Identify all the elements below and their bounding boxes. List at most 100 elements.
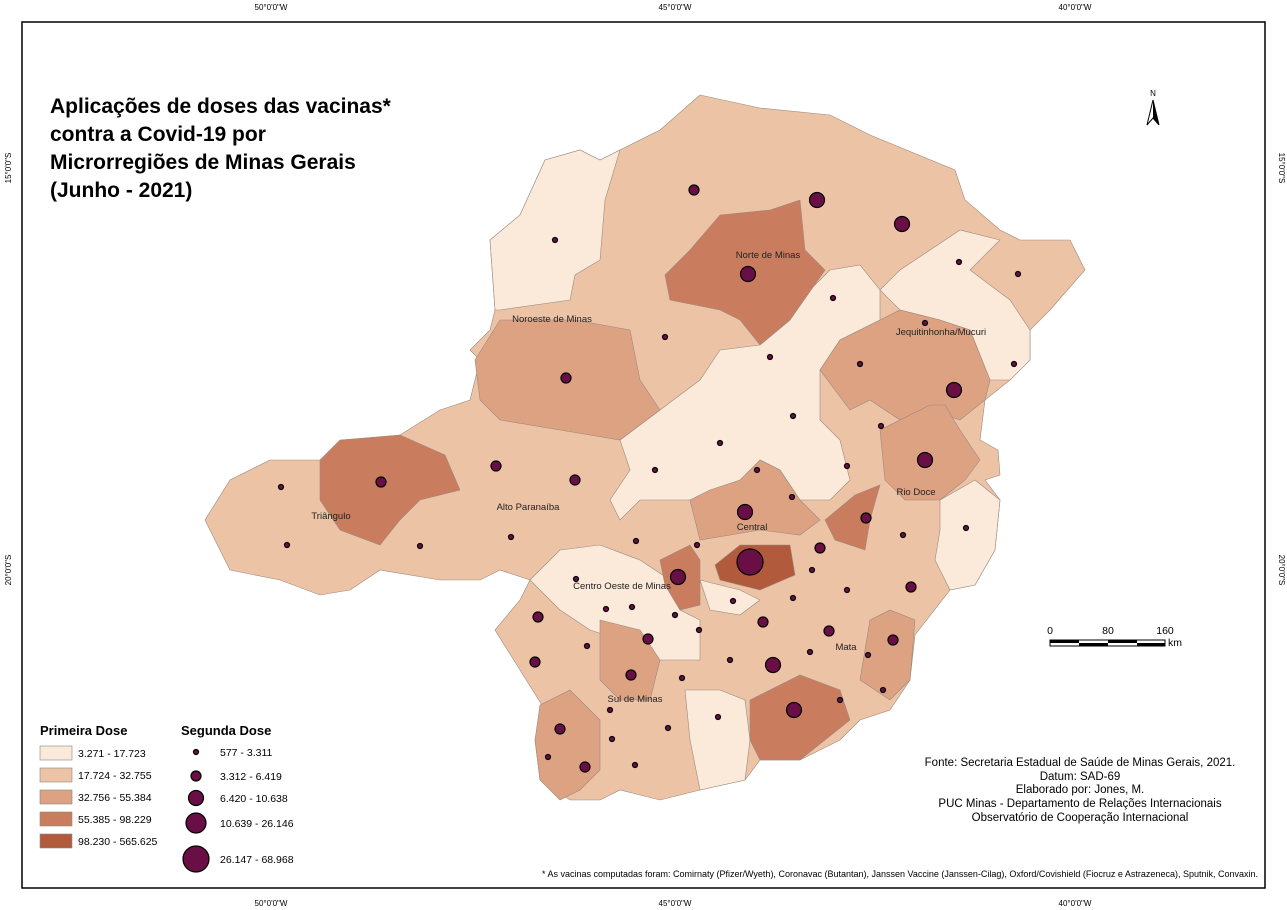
symbol	[632, 537, 640, 545]
lon-label: 45°0'0"W	[659, 899, 692, 908]
microregion	[319, 434, 461, 546]
scale-segment	[1137, 643, 1165, 646]
symbol	[693, 541, 701, 549]
symbol	[572, 575, 580, 583]
symbol	[856, 360, 864, 368]
legend-label: 26.147 - 68.968	[220, 854, 294, 866]
symbol	[661, 333, 669, 341]
microregion	[859, 609, 916, 701]
symbol	[375, 476, 387, 488]
legend-label: 10.639 - 26.146	[220, 818, 294, 830]
scale-label: 160	[1156, 625, 1174, 637]
symbol	[583, 642, 591, 650]
symbol	[529, 656, 541, 668]
symbol	[823, 625, 835, 637]
legend-symbol	[185, 812, 207, 834]
symbol	[945, 381, 963, 399]
lat-label: 20°0'0"S	[4, 555, 13, 586]
region-label: Norte de Minas	[736, 250, 801, 261]
symbol	[678, 674, 686, 682]
lat-label: 15°0'0"S	[1277, 153, 1286, 184]
source-line: Fonte: Secretaria Estadual de Saúde de M…	[925, 757, 1236, 769]
symbol	[569, 474, 581, 486]
symbol	[753, 466, 761, 474]
lon-label: 45°0'0"W	[659, 3, 692, 12]
symbol	[739, 265, 757, 283]
scale-segment	[1050, 640, 1079, 643]
symbol	[625, 669, 637, 681]
legend-swatch	[39, 745, 73, 761]
symbol	[788, 493, 796, 501]
legend-title: Primeira Dose	[40, 723, 127, 738]
symbol	[736, 548, 764, 576]
scale-segment	[1108, 640, 1137, 643]
source-line: Elaborado por: Jones, M.	[1016, 784, 1145, 796]
symbol	[814, 542, 826, 554]
proportional-symbols	[277, 184, 1022, 773]
microregion	[489, 149, 621, 311]
legend-swatch	[39, 767, 73, 783]
legend-label: 577 - 3.311	[220, 747, 273, 759]
symbol	[602, 605, 610, 613]
region-label: Rio Doce	[896, 487, 935, 498]
region-label: Centro Oeste de Minas	[573, 581, 671, 592]
symbol	[1010, 360, 1018, 368]
symbol	[1014, 270, 1022, 278]
symbol	[642, 633, 654, 645]
symbol	[955, 258, 963, 266]
legend-swatch	[39, 833, 73, 849]
lat-label: 15°0'0"S	[4, 153, 13, 184]
symbol	[789, 594, 797, 602]
symbol	[669, 568, 687, 586]
symbol	[695, 626, 703, 634]
region-label: Triângulo	[311, 511, 350, 522]
symbol	[560, 372, 572, 384]
scale-segment	[1079, 643, 1108, 646]
symbol	[736, 503, 754, 521]
title-line: contra a Covid-19 por	[50, 123, 266, 146]
legend-symbol	[192, 748, 200, 756]
legend-symbol	[187, 789, 205, 807]
microregion	[749, 674, 851, 761]
symbol	[664, 724, 672, 732]
symbol	[764, 656, 782, 674]
symbol	[628, 603, 636, 611]
symbol	[714, 713, 722, 721]
microregion	[534, 689, 601, 801]
symbol	[877, 422, 885, 430]
symbol	[789, 412, 797, 420]
symbol	[843, 462, 851, 470]
symbol	[729, 597, 737, 605]
source-line: Datum: SAD-69	[1040, 771, 1121, 783]
region-label: Alto Paranaíba	[497, 502, 561, 513]
symbol	[860, 512, 872, 524]
microregion	[529, 544, 701, 661]
symbol	[544, 753, 552, 761]
symbol	[843, 586, 851, 594]
symbol	[716, 439, 724, 447]
symbol	[864, 651, 872, 659]
lon-label: 50°0'0"W	[255, 899, 288, 908]
symbol	[631, 761, 639, 769]
legend-label: 6.420 - 10.638	[220, 793, 288, 805]
scale-label: 80	[1102, 625, 1114, 637]
symbol	[651, 466, 659, 474]
symbol	[608, 735, 616, 743]
region-label: Sul de Minas	[608, 694, 663, 705]
source-line: PUC Minas - Departamento de Relações Int…	[938, 798, 1221, 810]
symbol	[905, 581, 917, 593]
symbol	[551, 236, 559, 244]
microregion	[879, 404, 981, 501]
symbol	[829, 294, 837, 302]
legend-swatch	[39, 811, 73, 827]
footnote: * As vacinas computadas foram: Comirnaty…	[542, 869, 1258, 879]
symbol	[671, 611, 679, 619]
symbol	[688, 184, 700, 196]
legend-label: 55.385 - 98.229	[78, 814, 152, 826]
lon-label: 40°0'0"W	[1059, 899, 1092, 908]
symbol	[507, 533, 515, 541]
legend-symbol	[190, 770, 202, 782]
symbol	[808, 191, 826, 209]
region-label: Mata	[835, 642, 857, 653]
microregion	[699, 579, 761, 616]
